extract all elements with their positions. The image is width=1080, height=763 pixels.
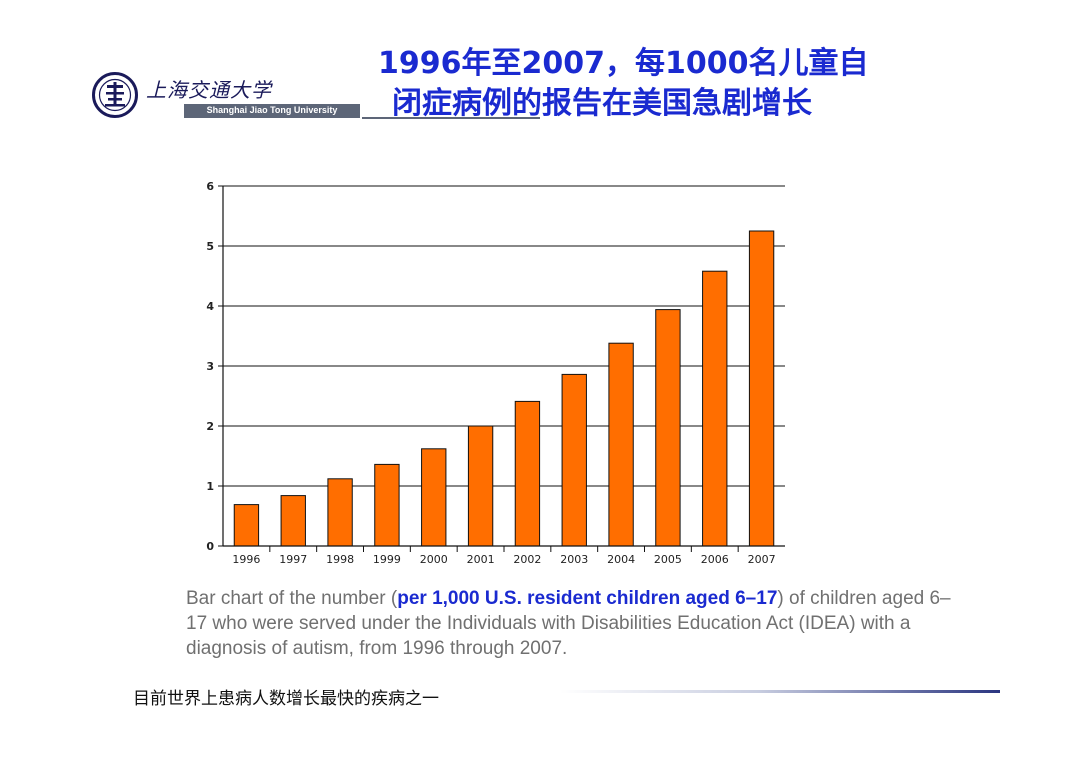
chart-gridlines — [223, 185, 785, 487]
bar-2001 — [467, 425, 494, 547]
y-tick-label-2: 2 — [206, 420, 214, 433]
y-tick-label-4: 4 — [206, 300, 214, 313]
y-tick-label-3: 3 — [206, 360, 214, 373]
university-seal-icon — [92, 72, 138, 118]
x-tick-label-2000: 2000 — [420, 553, 448, 566]
caption-highlight: per 1,000 U.S. resident children aged 6–… — [397, 588, 778, 609]
x-tick-label-2006: 2006 — [701, 553, 729, 566]
slide-title-line-2: 闭症病例的报告在美国急剧增长 — [392, 86, 812, 121]
caption-text-start: Bar chart of the number ( — [186, 588, 398, 609]
y-tick-label-1: 1 — [206, 480, 214, 493]
bar-2000 — [421, 448, 447, 547]
bar-2003 — [561, 373, 587, 547]
x-tick-label-1996: 1996 — [232, 553, 260, 566]
logo-english-name: Shanghai Jiao Tong University — [206, 105, 338, 115]
y-tick-label-5: 5 — [206, 240, 214, 253]
bar-1998 — [327, 478, 353, 547]
chart-tick-labels: 0 1 2 3 4 5 6 1996 1997 1998 1999 2000 2001 2002 2003 2… — [206, 180, 775, 566]
autism-bar-chart: 0 1 2 3 4 5 6 1996 1997 1998 1999 2000 2001 2002 2003 2… — [206, 180, 785, 566]
chart-axes — [218, 185, 785, 552]
logo-chinese-name: 上海交通大学 — [146, 78, 272, 102]
university-logo: 上海交通大学 Shanghai Jiao Tong University — [92, 72, 372, 132]
x-tick-label-2004: 2004 — [607, 553, 635, 566]
title-underline — [362, 117, 540, 119]
x-tick-label-2002: 2002 — [513, 553, 541, 566]
x-tick-label-1999: 1999 — [373, 553, 401, 566]
bar-2002 — [514, 400, 541, 547]
bar-1999 — [374, 463, 400, 547]
x-tick-label-2001: 2001 — [467, 553, 495, 566]
x-tick-label-2007: 2007 — [748, 553, 776, 566]
bar-2005 — [655, 309, 681, 547]
y-tick-label-6: 6 — [206, 180, 214, 193]
y-tick-label-0: 0 — [206, 540, 214, 553]
slide-title-line-1: 1996年至2007，每1000名儿童自 — [378, 46, 869, 81]
bar-2006 — [702, 270, 728, 547]
x-tick-label-1997: 1997 — [279, 553, 307, 566]
slide-title: 1996年至2007，每1000名儿童自 闭症病例的报告在美国急剧增长 — [372, 44, 912, 124]
bar-1997 — [280, 495, 306, 547]
chart-caption: Bar chart of the number (per 1,000 U.S. … — [186, 586, 966, 661]
x-tick-label-1998: 1998 — [326, 553, 354, 566]
caption-text-end: ) of children aged 6–17 who were served … — [186, 588, 951, 659]
bottom-note: 目前世界上患病人数增长最快的疾病之一 — [133, 689, 439, 709]
logo-english-banner — [184, 104, 360, 118]
bar-1996 — [233, 504, 260, 547]
x-tick-label-2003: 2003 — [560, 553, 588, 566]
bar-2007 — [748, 230, 775, 547]
bottom-gradient-rule — [560, 690, 1000, 693]
x-tick-label-2005: 2005 — [654, 553, 682, 566]
chart-bars — [233, 230, 775, 547]
bar-2004 — [608, 342, 634, 547]
